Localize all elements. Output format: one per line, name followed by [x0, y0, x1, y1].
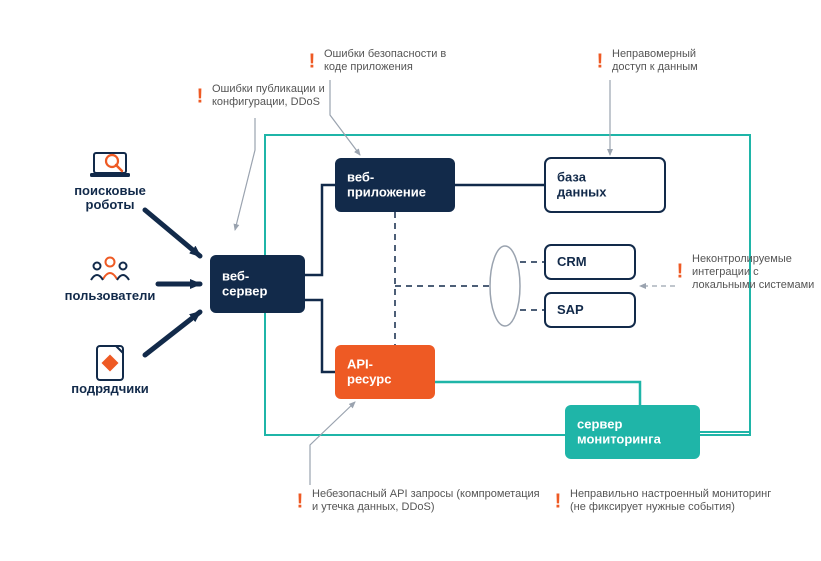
- node-database-label: база: [557, 170, 587, 185]
- annotation-integrations-line: интеграции с: [692, 266, 759, 278]
- annotation-api_insecure: ! Небезопасный API запросы (компрометация…: [297, 402, 540, 513]
- bang-icon: !: [297, 490, 304, 512]
- pointer-pub_errors: [235, 118, 255, 230]
- annotation-integrations-line: локальными системами: [692, 279, 814, 291]
- node-web_app-label: приложение: [347, 185, 426, 200]
- bang-icon: !: [309, 50, 316, 72]
- annotation-api_insecure-line: Небезопасный API запросы (компрометация: [312, 488, 540, 500]
- actor-users: пользователи: [65, 258, 156, 304]
- node-web_server: веб-сервер: [210, 255, 305, 313]
- node-web_server-label: сервер: [222, 284, 267, 299]
- annotation-integrations: ! Неконтролируемыеинтеграции слокальными …: [677, 253, 815, 291]
- annotation-data_access-line: Неправомерный: [612, 48, 696, 60]
- integration-ellipse: [490, 246, 520, 326]
- arrow-crawler_to_server: [145, 210, 200, 256]
- node-database: базаданных: [545, 158, 665, 212]
- node-sap-label: SAP: [557, 302, 584, 317]
- annotation-integrations-line: Неконтролируемые: [692, 253, 792, 265]
- annotation-data_access-line: доступ к данным: [612, 61, 698, 73]
- bang-icon: !: [597, 50, 604, 72]
- node-web_app-label: веб-: [347, 170, 374, 185]
- edge-solid-3: [435, 382, 640, 405]
- node-monitoring-label: мониторинга: [577, 432, 662, 447]
- annotation-data_access: ! Неправомерныйдоступ к данным: [597, 48, 698, 155]
- annotation-code_errors-line: коде приложения: [324, 61, 413, 73]
- arrow-contractors_to_server: [145, 312, 200, 355]
- annotation-monitoring_wrong-line: (не фиксирует нужные события): [570, 501, 735, 513]
- bang-icon: !: [555, 490, 562, 512]
- node-crm-label: CRM: [557, 254, 587, 269]
- annotation-pub_errors: ! Ошибки публикации иконфигурации, DDoS: [197, 83, 325, 230]
- node-monitoring: сервермониторинга: [565, 405, 700, 459]
- node-web_app: веб-приложение: [335, 158, 455, 212]
- node-database-label: данных: [557, 185, 607, 200]
- annotation-code_errors-line: Ошибки безопасности в: [324, 48, 446, 60]
- annotation-monitoring_wrong-line: Неправильно настроенный мониторинг: [570, 488, 771, 500]
- annotation-code_errors: ! Ошибки безопасности вкоде приложения: [309, 48, 447, 155]
- actor-contractors-label: подрядчики: [71, 381, 149, 396]
- actor-contractors: подрядчики: [71, 346, 149, 396]
- node-crm: CRM: [545, 245, 635, 279]
- annotation-pub_errors-line: Ошибки публикации и: [212, 83, 325, 95]
- bang-icon: !: [677, 260, 684, 282]
- actor-crawlers: поисковыероботы: [74, 153, 146, 212]
- actor-crawlers-label2: роботы: [86, 197, 135, 212]
- edge-solid-0: [305, 185, 335, 275]
- node-web_server-label: веб-: [222, 269, 249, 284]
- actor-crawlers-label: поисковые: [74, 183, 146, 198]
- node-api-label: API-: [347, 357, 373, 372]
- annotation-pub_errors-line: конфигурации, DDoS: [212, 96, 320, 108]
- node-api-label: ресурс: [347, 372, 391, 387]
- annotation-monitoring_wrong: ! Неправильно настроенный мониторинг(не ф…: [555, 488, 772, 513]
- annotation-api_insecure-line: и утечка данных, DDoS): [312, 501, 435, 513]
- pointer-api_insecure: [310, 402, 355, 485]
- node-monitoring-label: сервер: [577, 417, 622, 432]
- actor-users-label: пользователи: [65, 288, 156, 303]
- edge-solid-1: [305, 300, 335, 372]
- pointer-code_errors: [330, 80, 360, 155]
- node-sap: SAP: [545, 293, 635, 327]
- bang-icon: !: [197, 85, 204, 107]
- node-api: API-ресурс: [335, 345, 435, 399]
